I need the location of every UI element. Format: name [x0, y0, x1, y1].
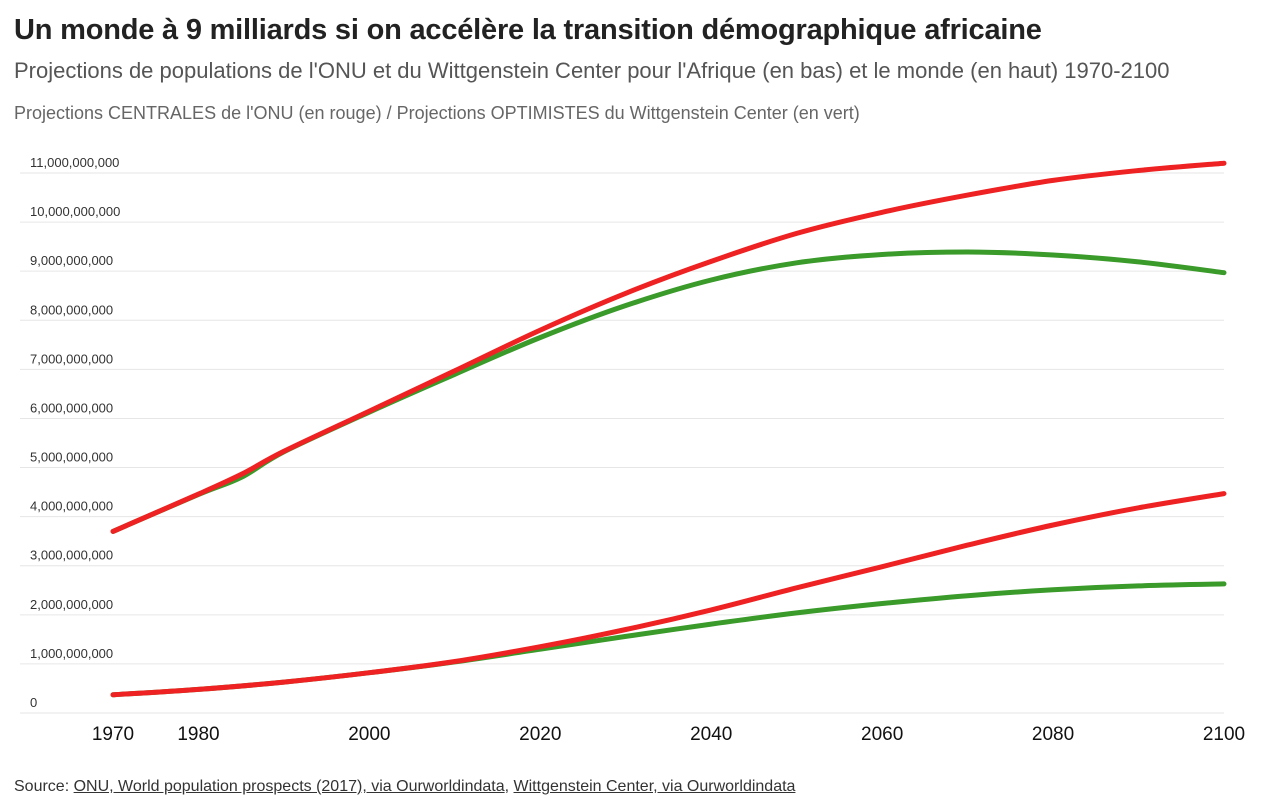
x-axis-ticks: 1970 1980 2000 2020 2040 2060 2080 2100 [92, 724, 1245, 745]
x-tick-label: 2100 [1203, 724, 1245, 745]
y-tick-label: 3,000,000,000 [30, 548, 113, 563]
y-tick-label: 1,000,000,000 [30, 646, 113, 661]
series-line-africa-un [110, 491, 1227, 698]
grid-layer [20, 172, 1224, 714]
source-prefix: Source: [14, 778, 74, 795]
source-separator: , [504, 778, 514, 795]
y-tick-label: 2,000,000,000 [30, 597, 113, 612]
y-tick-label: 11,000,000,000 [30, 155, 119, 170]
source-link-wittgenstein[interactable]: Wittgenstein Center, via Ourworldindata [513, 778, 796, 795]
y-tick-label: 4,000,000,000 [30, 499, 113, 514]
y-axis-ticks: 0 1,000,000,000 2,000,000,000 3,000,000,000… [30, 155, 120, 710]
y-tick-label: 9,000,000,000 [30, 253, 113, 268]
chart-note: Projections CENTRALES de l'ONU (en rouge… [14, 103, 860, 123]
x-tick-label: 2000 [348, 724, 390, 745]
y-tick-label: 8,000,000,000 [30, 302, 113, 317]
chart-subtitle: Projections de populations de l'ONU et d… [14, 58, 1170, 83]
source-note: Source: ONU, World population prospects … [14, 778, 795, 796]
series-line-africa-wittgenstein [110, 581, 1227, 698]
source-link-un[interactable]: ONU, World population prospects (2017), … [73, 778, 505, 795]
y-tick-label: 5,000,000,000 [30, 450, 113, 465]
line-chart: 0 1,000,000,000 2,000,000,000 3,000,000,000… [20, 155, 1245, 745]
y-tick-label: 0 [30, 695, 37, 710]
x-tick-label: 2020 [519, 724, 561, 745]
x-tick-label: 2060 [861, 724, 903, 745]
series-line-world-wittgenstein [110, 249, 1227, 534]
chart-title: Un monde à 9 milliards si on accélère la… [14, 14, 1042, 46]
series-layer [110, 160, 1227, 698]
x-tick-label: 1970 [92, 724, 134, 745]
x-tick-label: 2080 [1032, 724, 1074, 745]
y-tick-label: 10,000,000,000 [30, 204, 120, 219]
y-tick-label: 7,000,000,000 [30, 351, 113, 366]
series-line-world-un [110, 160, 1227, 534]
y-tick-label: 6,000,000,000 [30, 400, 113, 415]
x-tick-label: 2040 [690, 724, 732, 745]
x-tick-label: 1980 [177, 724, 219, 745]
